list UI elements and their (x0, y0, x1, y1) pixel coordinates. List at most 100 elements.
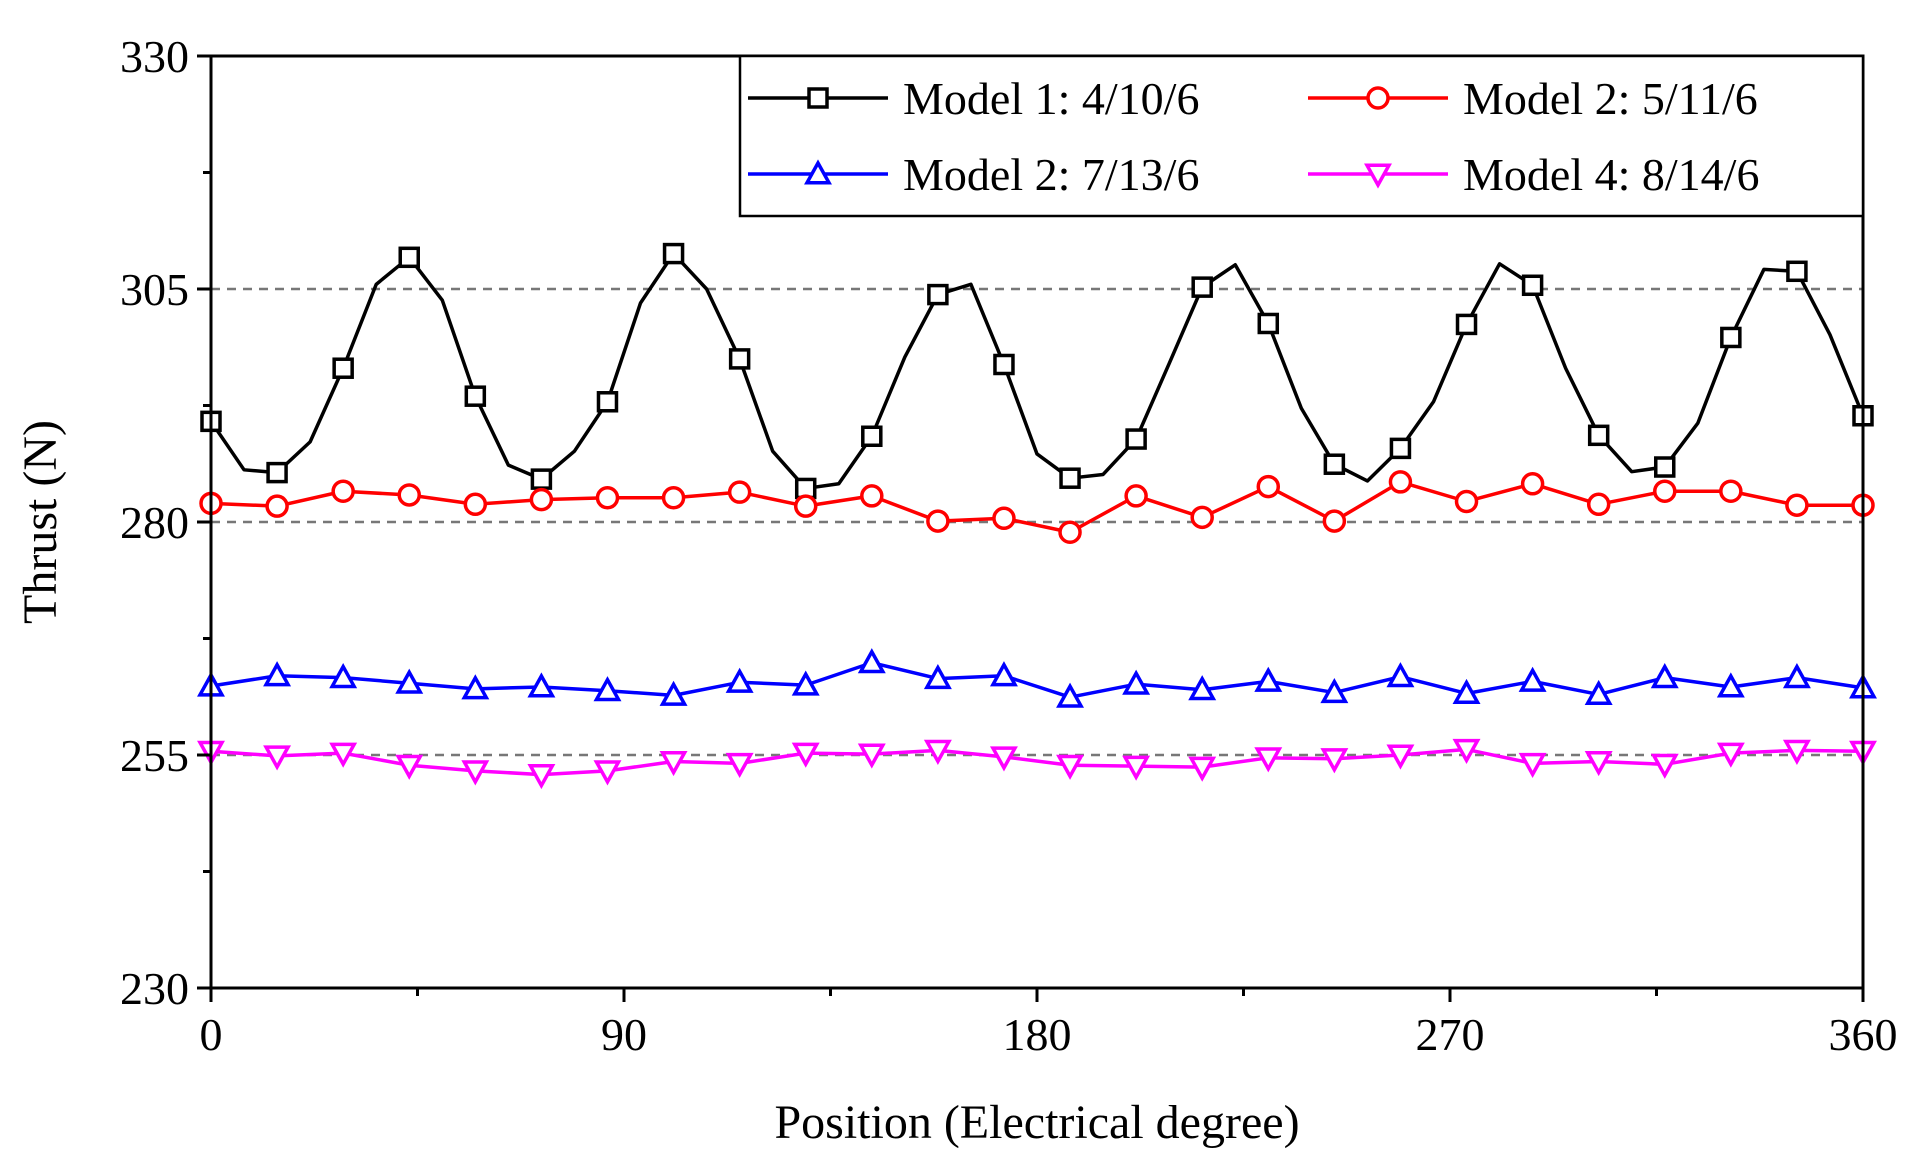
legend-entry-2: Model 2: 5/11/6 (1308, 73, 1758, 124)
data-point (329, 742, 358, 768)
data-point (395, 754, 424, 780)
data-point (989, 661, 1018, 687)
data-point (1653, 479, 1677, 503)
data-point (596, 391, 619, 413)
data-point (659, 680, 688, 706)
data-point (1785, 493, 1809, 517)
data-point (1320, 748, 1349, 774)
data-point (1320, 677, 1349, 704)
data-point (659, 750, 688, 777)
data-point (1584, 679, 1613, 705)
data-point (595, 486, 620, 510)
data-point (860, 484, 884, 508)
data-point (530, 468, 553, 490)
data-point (1650, 753, 1679, 779)
data-point (1716, 672, 1745, 698)
data-point (725, 752, 754, 778)
data-point (463, 492, 488, 517)
legend-entry-3: Model 2: 7/13/6 (748, 149, 1199, 200)
x-tick-label: 180 (1003, 1009, 1072, 1060)
data-point (527, 764, 556, 790)
legend-marker (804, 159, 832, 185)
data-point (1124, 484, 1148, 508)
data-point (793, 494, 818, 518)
data-point (1256, 474, 1281, 499)
axes-layer: 230 255 280 305 330 0 90 180 270 360 (120, 31, 1898, 1060)
y-axis-title: Thrust (N) (14, 420, 67, 624)
data-point (993, 353, 1015, 376)
legend: Model 1: 4/10/6 Model 2: 5/11/6 Model 2: 7… (738, 54, 1865, 218)
data-point (791, 742, 820, 768)
series-1 (200, 242, 1874, 500)
data-point (1720, 326, 1742, 349)
series-line-1 (209, 251, 1865, 491)
data-point (461, 760, 490, 786)
data-point (1388, 470, 1413, 494)
data-point (1650, 663, 1679, 689)
x-tick-label: 90 (601, 1009, 647, 1060)
data-point (1654, 456, 1676, 478)
data-point (1521, 274, 1544, 297)
series-line-3 (210, 660, 1864, 699)
data-point (395, 668, 424, 694)
data-point (593, 676, 622, 702)
data-point (989, 746, 1018, 772)
x-axis-title: Position (Electrical degree) (774, 1096, 1299, 1149)
data-point (1518, 752, 1547, 778)
y-tick-label: 280 (120, 497, 189, 548)
data-point (529, 487, 554, 512)
data-point (923, 739, 952, 765)
data-point (791, 670, 820, 696)
data-point (263, 745, 292, 771)
x-tick-label: 0 (200, 1009, 223, 1060)
data-point (1058, 520, 1082, 545)
data-point (1191, 276, 1213, 298)
data-point (464, 385, 487, 407)
data-point (1584, 750, 1613, 777)
series-line-2 (210, 480, 1863, 535)
y-tick-label: 305 (120, 264, 189, 315)
data-point (461, 674, 490, 700)
data-point (593, 760, 622, 786)
data-point (1452, 678, 1481, 705)
data-point (1322, 509, 1347, 533)
data-point (1059, 467, 1081, 489)
data-point (1786, 260, 1808, 283)
data-point (1389, 437, 1412, 460)
data-point (332, 357, 354, 379)
data-point (662, 242, 685, 265)
data-point (1520, 472, 1545, 496)
series-3 (197, 648, 1877, 708)
legend-entry-1: Model 1: 4/10/6 (748, 73, 1199, 124)
data-point (397, 483, 421, 507)
data-point (861, 425, 883, 448)
series-4 (197, 738, 1877, 790)
data-point (527, 672, 556, 698)
data-point (1452, 738, 1481, 765)
data-point (1455, 313, 1478, 336)
data-point (1257, 312, 1280, 335)
series-line-4 (210, 747, 1864, 777)
legend-label: Model 4: 8/14/6 (1463, 149, 1759, 200)
data-point (1518, 666, 1547, 692)
data-point (263, 661, 292, 687)
data-point (857, 743, 886, 769)
legend-marker (1366, 86, 1390, 110)
data-point (728, 348, 751, 370)
data-point (661, 486, 686, 510)
data-point (1188, 675, 1217, 701)
y-tick-label: 230 (120, 963, 189, 1014)
legend-label: Model 2: 5/11/6 (1463, 73, 1758, 124)
data-point (329, 663, 358, 689)
data-point (331, 479, 355, 503)
data-point (265, 494, 289, 518)
data-point (1323, 453, 1346, 475)
data-point (727, 480, 752, 504)
x-tick-label: 360 (1829, 1009, 1898, 1060)
data-point (1254, 666, 1283, 692)
legend-label: Model 2: 7/13/6 (903, 149, 1199, 200)
y-tick-label: 255 (120, 730, 189, 781)
legend-marker (807, 87, 829, 109)
data-point (1719, 479, 1743, 503)
